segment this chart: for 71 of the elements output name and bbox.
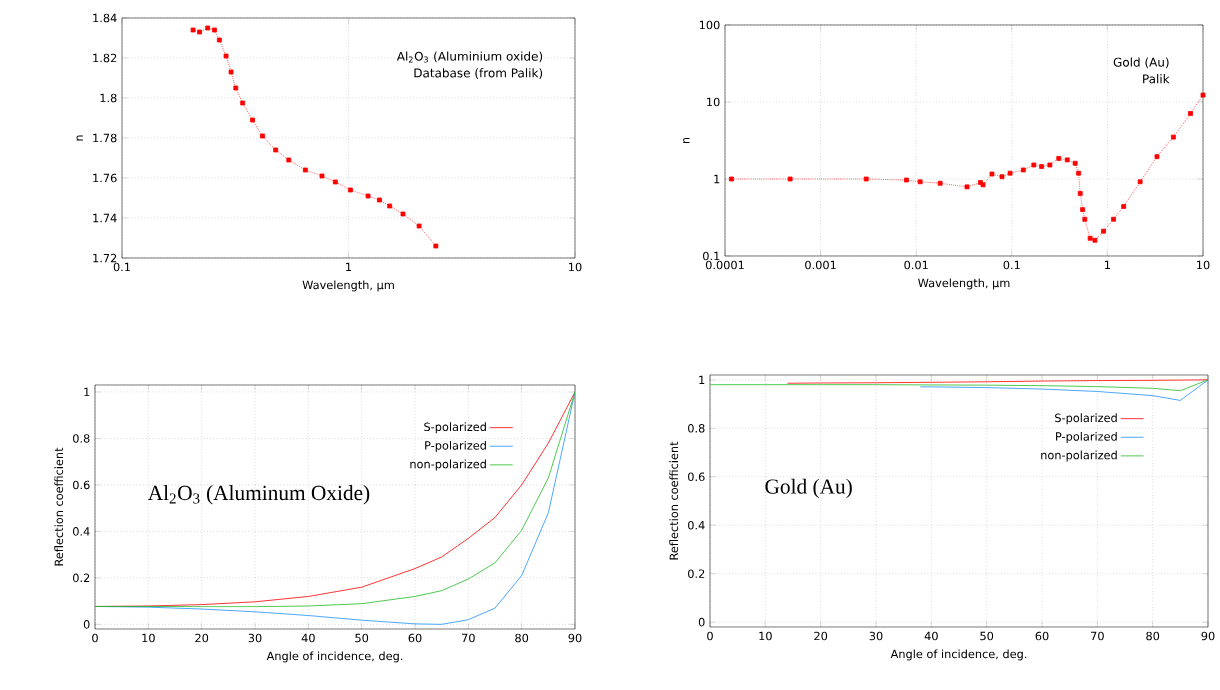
y-tick-label: 1.74 — [93, 213, 117, 223]
y-tick-label: 1 — [699, 375, 705, 384]
x-tick-label: 90 — [1201, 631, 1215, 641]
x-tick-label: 70 — [1091, 631, 1104, 641]
y-axis-title: Reflection coefficient — [669, 441, 679, 560]
x-tick-label: 0.0001 — [705, 260, 744, 270]
y-tick-label: 0.1 — [703, 251, 720, 261]
x-tick-label: 60 — [1035, 631, 1049, 641]
y-tick-label: 1 — [84, 387, 90, 397]
x-tick-label: 70 — [462, 633, 475, 643]
x-tick-label: 0.1 — [113, 262, 130, 272]
y-tick-label: 0.4 — [73, 527, 90, 536]
x-axis-title: Angle of incidence, deg. — [266, 651, 403, 663]
y-axis-title: n — [76, 135, 83, 141]
legend-label: non-polarized — [410, 459, 486, 471]
x-tick-label: 20 — [195, 633, 209, 643]
x-tick-label: 50 — [355, 633, 369, 643]
y-tick-label: 1 — [714, 174, 720, 184]
x-tick-label: 80 — [515, 633, 529, 643]
y-tick-label: 0 — [83, 620, 90, 629]
x-axis-title: Wavelength, µm — [918, 278, 1010, 290]
x-tick-label: 90 — [568, 633, 582, 643]
legend-label: P-polarized — [425, 440, 486, 452]
x-tick-label: 1 — [1105, 260, 1110, 269]
x-tick-label: 50 — [980, 631, 994, 641]
legend-label: S-polarized — [424, 422, 486, 434]
x-tick-label: 40 — [301, 633, 315, 643]
y-tick-label: 0.8 — [73, 434, 90, 443]
x-tick-label: 30 — [869, 631, 883, 641]
annotation: Gold (Au) — [1113, 57, 1169, 69]
y-tick-label: 0.6 — [688, 472, 705, 482]
line-series — [919, 379, 1209, 401]
legend-label: non-polarized — [1041, 450, 1117, 462]
y-tick-label: 0 — [698, 617, 705, 627]
x-tick-label: 10 — [569, 262, 582, 272]
y-tick-label: 100 — [699, 20, 720, 30]
legend-label: P-polarized — [1056, 431, 1117, 443]
y-tick-label: 1.78 — [93, 133, 117, 143]
annotation: Database (from Palik) — [414, 68, 543, 79]
x-tick-label: 80 — [1146, 631, 1160, 641]
x-tick-label: 30 — [248, 633, 262, 643]
y-axis-title: n — [683, 137, 690, 144]
x-tick-label: 0.001 — [805, 260, 836, 270]
x-axis-title: Wavelength, µm — [302, 280, 394, 292]
y-tick-label: 0.2 — [688, 569, 705, 578]
y-tick-label: 0.2 — [73, 573, 90, 583]
legend-label: S-polarized — [1055, 413, 1117, 425]
annotation: Al$_{2}$O$_{3}$ (Aluminium oxide) — [396, 51, 543, 63]
y-tick-label: 1.82 — [93, 53, 117, 63]
x-tick-label: 1 — [346, 262, 352, 271]
y-tick-label: 1.72 — [93, 253, 117, 263]
x-axis-title: Angle of incidence, deg. — [890, 649, 1027, 661]
annotation: Al$_{2}$O$_{3}$ (Aluminum Oxide) — [147, 485, 370, 505]
y-tick-label: 0.4 — [688, 520, 705, 530]
x-tick-label: 20 — [814, 631, 828, 641]
y-tick-label: 1.8 — [100, 93, 117, 103]
y-tick-label: 0.6 — [73, 480, 90, 490]
x-tick-label: 10 — [1197, 260, 1210, 270]
y-tick-label: 1.84 — [93, 13, 117, 23]
annotation: Palik — [1143, 74, 1170, 84]
annotation: Gold (Au) — [765, 478, 852, 499]
y-tick-label: 1.76 — [93, 173, 117, 183]
x-tick-label: 0.01 — [904, 260, 928, 270]
y-axis-title: Reflection coefficient — [54, 447, 64, 566]
x-tick-label: 10 — [142, 633, 155, 643]
y-tick-label: 10 — [707, 97, 720, 107]
x-tick-label: 10 — [759, 631, 772, 641]
x-tick-label: 40 — [924, 631, 938, 641]
x-tick-label: 0.1 — [1003, 260, 1020, 270]
x-tick-label: 60 — [408, 633, 422, 643]
y-tick-label: 0.8 — [688, 424, 705, 433]
